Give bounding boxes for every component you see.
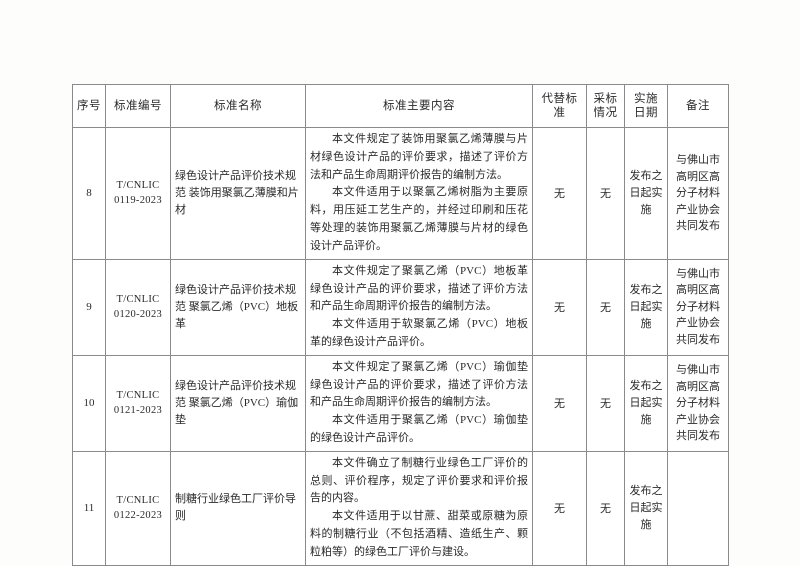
cell-standard-code-line2: 0120-2023 (113, 309, 163, 321)
cell-adoption-status: 无 (586, 354, 625, 452)
cell-remark: 与佛山市高明区高分子材料产业协会共同发布 (667, 127, 729, 260)
cell-standard-name: 制糖行业绿色工厂评价导则 (170, 450, 306, 566)
cell-standard-name: 绿色设计产品评价技术规范 聚氯乙烯（PVC）地板革 (170, 258, 306, 356)
cell-implementation-date: 发布之日起实施 (624, 450, 668, 566)
cell-standard-name: 绿色设计产品评价技术规范 聚氯乙烯（PVC）瑜伽垫 (170, 354, 306, 452)
cell-implementation-date: 发布之日起实施 (624, 127, 668, 260)
header-remark: 备注 (667, 84, 729, 128)
cell-content-paragraph-2: 本文件适用于以聚氯乙烯树脂为主要原料，用压延工艺生产的，并经过印刷和压花等处理的… (310, 186, 528, 252)
cell-standard-content: 本文件规定了聚氯乙烯（PVC）地板革绿色设计产品的评价要求，描述了评价方法和产品… (305, 258, 533, 356)
cell-standard-code: T/CNLIC 0119-2023 (105, 127, 171, 260)
cell-remark: 与佛山市高明区高分子材料产业协会共同发布 (667, 354, 729, 452)
header-replaced-standard: 代替标准 (532, 84, 587, 128)
cell-standard-code-line1: T/CNLIC (116, 180, 160, 192)
cell-remark: 与佛山市高明区高分子材料产业协会共同发布 (667, 258, 729, 356)
cell-replaced-standard: 无 (532, 450, 587, 566)
cell-content-paragraph-1: 本文件确立了制糖行业绿色工厂评价的总则、评价程序，规定了评价要求和评价报告的内容… (310, 456, 528, 505)
table-row: 10 T/CNLIC 0121-2023 绿色设计产品评价技术规范 聚氯乙烯（P… (72, 354, 729, 452)
header-implementation-date: 实施 日期 (624, 84, 668, 128)
standards-table-container: 序号 标准编号 标准名称 标准主要内容 代替标准 采标 情况 实施 日期 备注 … (72, 84, 729, 566)
cell-content-paragraph-1: 本文件规定了装饰用聚氯乙烯薄膜与片材绿色设计产品的评价要求，描述了评价方法和产品… (310, 133, 528, 181)
cell-replaced-standard: 无 (532, 258, 587, 356)
header-implementation-date-line1: 实施 (634, 92, 658, 105)
cell-seq: 11 (72, 450, 106, 566)
cell-implementation-date: 发布之日起实施 (624, 354, 668, 452)
cell-content-paragraph-2: 本文件适用于软聚氯乙烯（PVC）地板革的绿色设计产品评价。 (310, 318, 528, 348)
cell-standard-code-line2: 0122-2023 (113, 510, 163, 522)
header-standard-name: 标准名称 (170, 84, 306, 128)
cell-standard-content: 本文件规定了聚氯乙烯（PVC）瑜伽垫绿色设计产品的评价要求，描述了评价方法和产品… (305, 354, 533, 452)
cell-adoption-status: 无 (586, 127, 625, 260)
cell-standard-code: T/CNLIC 0122-2023 (105, 450, 171, 566)
header-seq: 序号 (72, 84, 106, 128)
cell-standard-code: T/CNLIC 0120-2023 (105, 258, 171, 356)
cell-seq: 8 (72, 127, 106, 260)
cell-adoption-status: 无 (586, 450, 625, 566)
cell-remark (667, 450, 729, 566)
table-row: 11 T/CNLIC 0122-2023 制糖行业绿色工厂评价导则 本文件确立了… (72, 450, 729, 566)
cell-standard-code: T/CNLIC 0121-2023 (105, 354, 171, 452)
header-adoption-status-line1: 采标 (593, 92, 618, 105)
cell-standard-code-line1: T/CNLIC (116, 294, 160, 305)
standards-table: 序号 标准编号 标准名称 标准主要内容 代替标准 采标 情况 实施 日期 备注 … (72, 84, 729, 566)
cell-implementation-date: 发布之日起实施 (624, 258, 668, 356)
cell-content-paragraph-2: 本文件适用于以甘蔗、甜菜或原糖为原料的制糖行业（不包括酒精、造纸生产、颗粒粕等）… (310, 510, 528, 558)
header-adoption-status-line2: 情况 (593, 107, 618, 119)
cell-replaced-standard: 无 (532, 127, 587, 260)
table-header-row: 序号 标准编号 标准名称 标准主要内容 代替标准 采标 情况 实施 日期 备注 (72, 84, 729, 128)
cell-seq: 9 (72, 258, 106, 356)
cell-standard-code-line1: T/CNLIC (116, 495, 160, 507)
cell-standard-name: 绿色设计产品评价技术规范 装饰用聚氯乙薄膜和片材 (170, 127, 306, 260)
cell-replaced-standard: 无 (532, 354, 587, 452)
cell-content-paragraph-1: 本文件规定了聚氯乙烯（PVC）瑜伽垫绿色设计产品的评价要求，描述了评价方法和产品… (310, 360, 528, 409)
cell-content-paragraph-2: 本文件适用于聚氯乙烯（PVC）瑜伽垫的绿色设计产品评价。 (310, 414, 528, 444)
table-row: 9 T/CNLIC 0120-2023 绿色设计产品评价技术规范 聚氯乙烯（PV… (72, 258, 729, 356)
cell-standard-content: 本文件确立了制糖行业绿色工厂评价的总则、评价程序，规定了评价要求和评价报告的内容… (305, 450, 533, 566)
header-standard-code: 标准编号 (105, 84, 171, 128)
header-implementation-date-line2: 日期 (634, 107, 658, 119)
cell-standard-code-line1: T/CNLIC (116, 390, 160, 402)
cell-seq: 10 (72, 354, 106, 452)
table-row: 8 T/CNLIC 0119-2023 绿色设计产品评价技术规范 装饰用聚氯乙薄… (72, 127, 729, 260)
cell-adoption-status: 无 (586, 258, 625, 356)
header-standard-content: 标准主要内容 (305, 84, 533, 128)
cell-standard-code-line2: 0121-2023 (113, 405, 163, 417)
cell-standard-content: 本文件规定了装饰用聚氯乙烯薄膜与片材绿色设计产品的评价要求，描述了评价方法和产品… (305, 127, 533, 260)
cell-standard-code-line2: 0119-2023 (114, 195, 162, 207)
header-adoption-status: 采标 情况 (586, 84, 625, 128)
cell-content-paragraph-1: 本文件规定了聚氯乙烯（PVC）地板革绿色设计产品的评价要求，描述了评价方法和产品… (310, 264, 528, 313)
